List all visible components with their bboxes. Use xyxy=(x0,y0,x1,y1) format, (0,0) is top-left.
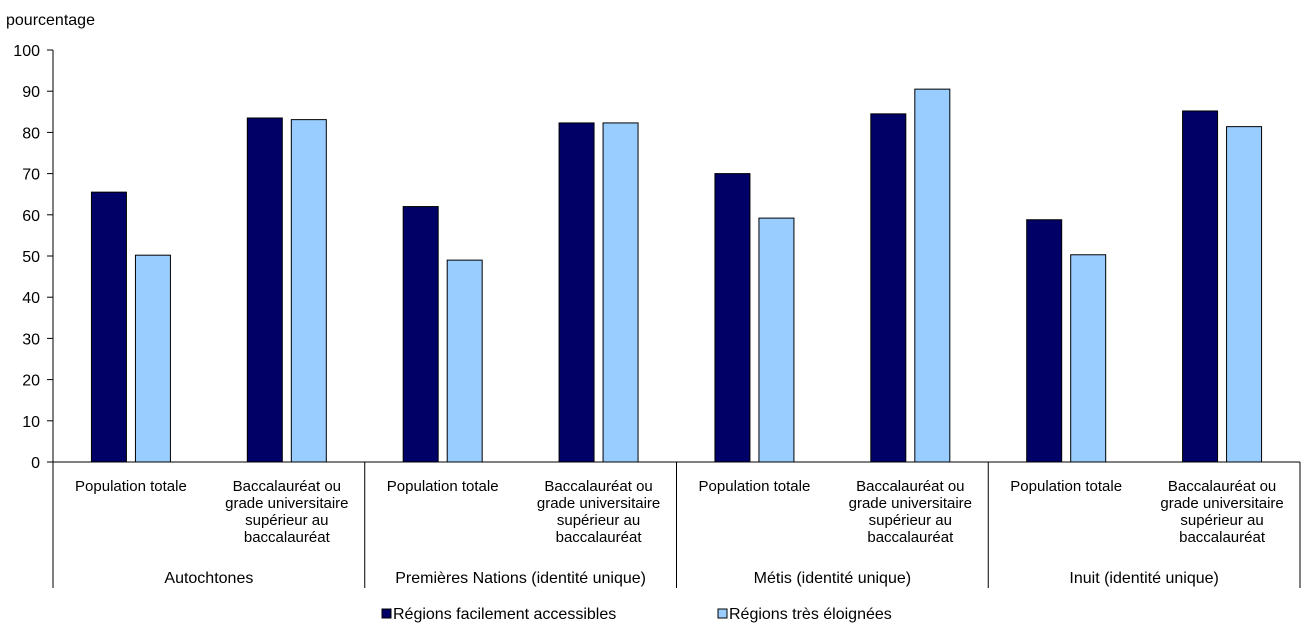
legend: Régions facilement accessibles Régions tr… xyxy=(381,606,892,623)
bar-series-2 xyxy=(1226,126,1263,463)
legend-swatch xyxy=(717,608,728,619)
bar-series-1 xyxy=(246,117,283,463)
category-label: supérieur au xyxy=(557,512,640,529)
y-tick-label: 80 xyxy=(22,125,40,142)
y-tick-label: 50 xyxy=(22,249,40,266)
category-label: grade universitaire xyxy=(537,495,660,512)
category-label: Baccalauréat ou xyxy=(233,478,341,495)
y-tick-label: 10 xyxy=(22,414,40,431)
bar-series-1 xyxy=(1182,110,1219,463)
category-label: baccalauréat xyxy=(244,529,331,546)
bar-series-2 xyxy=(134,254,171,463)
bar-series-1 xyxy=(402,206,439,463)
category-label: supérieur au xyxy=(869,512,952,529)
category-label: grade universitaire xyxy=(225,495,348,512)
category-label: Baccalauréat ou xyxy=(544,478,652,495)
category-label: grade universitaire xyxy=(849,495,972,512)
group-label: Inuit (identité unique) xyxy=(1069,570,1218,587)
y-axis: 0 10 20 30 40 50 60 70 80 90 100 xyxy=(13,43,54,472)
bar-series-2 xyxy=(602,122,639,463)
legend-label: Régions facilement accessibles xyxy=(393,606,616,623)
category-label: Population totale xyxy=(1010,478,1122,495)
bar-series-2 xyxy=(758,217,795,463)
x-axis: Autochtones Population totale Baccalauréat… xyxy=(52,461,1301,588)
group-label: Premières Nations (identité unique) xyxy=(395,570,646,587)
category-label: baccalauréat xyxy=(1179,529,1266,546)
category-label: baccalauréat xyxy=(867,529,954,546)
y-tick-label: 40 xyxy=(22,290,40,307)
bar-series-1 xyxy=(1026,219,1063,463)
category-label: supérieur au xyxy=(1180,512,1263,529)
y-tick-label: 70 xyxy=(22,167,40,184)
bars xyxy=(90,88,1263,463)
bar-series-1 xyxy=(714,173,751,463)
y-tick-label: 0 xyxy=(31,455,40,472)
category-label: Population totale xyxy=(387,478,499,495)
group-label: Métis (identité unique) xyxy=(754,570,911,587)
y-tick-label: 100 xyxy=(13,43,40,60)
category-label: Baccalauréat ou xyxy=(856,478,964,495)
bar-series-2 xyxy=(446,259,483,463)
legend-label: Régions très éloignées xyxy=(729,606,892,623)
category-label: supérieur au xyxy=(245,512,328,529)
bar-series-1 xyxy=(870,113,907,463)
y-tick-label: 20 xyxy=(22,373,40,390)
legend-swatch xyxy=(381,608,392,619)
y-axis-label: pourcentage xyxy=(6,12,95,29)
y-tick-label: 30 xyxy=(22,331,40,348)
bar-series-1 xyxy=(90,191,127,463)
group-label: Autochtones xyxy=(164,570,253,587)
category-label: Baccalauréat ou xyxy=(1168,478,1276,495)
bar-series-2 xyxy=(914,88,951,463)
bar-series-1 xyxy=(558,122,595,463)
category-label: Population totale xyxy=(699,478,811,495)
bar-series-2 xyxy=(290,119,327,463)
bar-series-2 xyxy=(1070,254,1107,463)
category-label: baccalauréat xyxy=(556,529,643,546)
category-label: grade universitaire xyxy=(1160,495,1283,512)
y-tick-label: 60 xyxy=(22,208,40,225)
category-label: Population totale xyxy=(75,478,187,495)
y-tick-label: 90 xyxy=(22,84,40,101)
